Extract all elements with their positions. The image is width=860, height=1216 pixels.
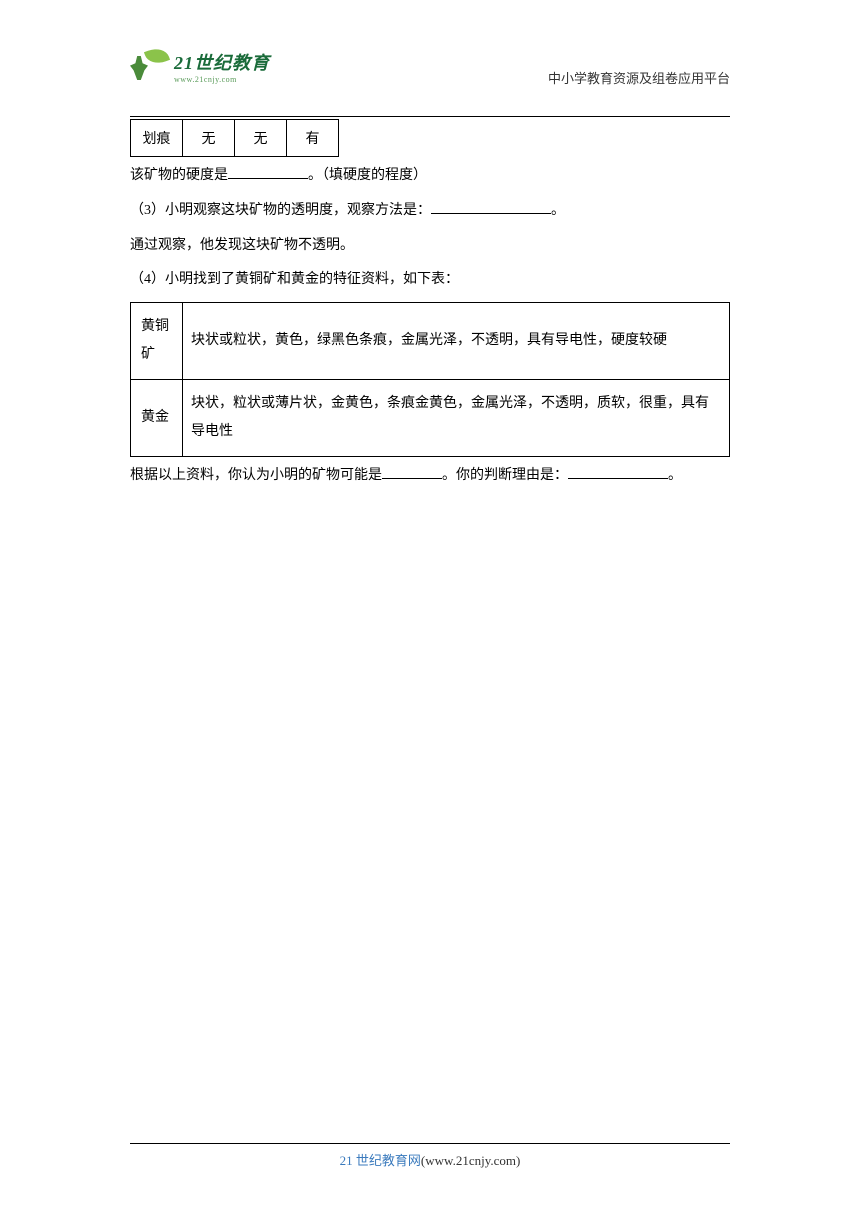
page-footer: 21 世纪教育网(www.21cnjy.com) bbox=[0, 1143, 860, 1170]
blank-field[interactable] bbox=[228, 165, 308, 179]
cell-label: 划痕 bbox=[131, 120, 183, 157]
text: （3）小明观察这块矿物的透明度，观察方法是： bbox=[130, 203, 431, 218]
table-row: 黄铜矿 块状或粒状，黄色，绿黑色条痕，金属光泽，不透明，具有导电性，硬度较硬 bbox=[131, 303, 730, 380]
text: 根据以上资料，你认为小明的矿物可能是 bbox=[130, 468, 382, 483]
text: 。（填硬度的程度） bbox=[308, 168, 427, 183]
blank-field[interactable] bbox=[568, 465, 668, 479]
paragraph-conclusion: 根据以上资料，你认为小明的矿物可能是 。你的判断理由是： 。 bbox=[130, 461, 730, 492]
paragraph-q4: （4）小明找到了黄铜矿和黄金的特征资料，如下表： bbox=[130, 265, 730, 296]
logo-url: www.21cnjy.com bbox=[174, 75, 270, 84]
table-row: 黄金 块状，粒状或薄片状，金黄色，条痕金黄色，金属光泽，不透明，质软，很重，具有… bbox=[131, 380, 730, 457]
text: 。 bbox=[551, 203, 565, 218]
text: 该矿物的硬度是 bbox=[130, 168, 228, 183]
text: 。 bbox=[668, 468, 682, 483]
page-header: 21世纪教育 www.21cnjy.com 中小学教育资源及组卷应用平台 bbox=[0, 48, 860, 108]
logo-text: 21世纪教育 www.21cnjy.com bbox=[174, 49, 270, 84]
header-subtitle: 中小学教育资源及组卷应用平台 bbox=[548, 68, 730, 87]
cell-value: 有 bbox=[287, 120, 339, 157]
footer-rule bbox=[130, 1143, 730, 1144]
table-row: 划痕 无 无 有 bbox=[131, 120, 339, 157]
paragraph-observation: 通过观察，他发现这块矿物不透明。 bbox=[130, 231, 730, 262]
scratch-table: 划痕 无 无 有 bbox=[130, 119, 339, 157]
page-content: 划痕 无 无 有 该矿物的硬度是 。（填硬度的程度） （3）小明观察这块矿物的透明… bbox=[130, 116, 730, 492]
text: 。你的判断理由是： bbox=[442, 468, 568, 483]
material-table: 黄铜矿 块状或粒状，黄色，绿黑色条痕，金属光泽，不透明，具有导电性，硬度较硬 黄… bbox=[130, 302, 730, 457]
material-desc: 块状或粒状，黄色，绿黑色条痕，金属光泽，不透明，具有导电性，硬度较硬 bbox=[183, 303, 730, 380]
paragraph-hardness: 该矿物的硬度是 。（填硬度的程度） bbox=[130, 161, 730, 192]
cell-value: 无 bbox=[183, 120, 235, 157]
material-label: 黄金 bbox=[131, 380, 183, 457]
logo-brand: 21世纪教育 bbox=[174, 49, 270, 75]
blank-field[interactable] bbox=[382, 465, 442, 479]
logo-icon bbox=[130, 48, 170, 84]
cell-value: 无 bbox=[235, 120, 287, 157]
blank-field[interactable] bbox=[431, 200, 551, 214]
footer-brand: 21 世纪教育网 bbox=[340, 1153, 421, 1168]
material-label: 黄铜矿 bbox=[131, 303, 183, 380]
footer-url: (www.21cnjy.com) bbox=[421, 1153, 520, 1168]
paragraph-q3: （3）小明观察这块矿物的透明度，观察方法是： 。 bbox=[130, 196, 730, 227]
logo: 21世纪教育 www.21cnjy.com bbox=[130, 48, 270, 84]
material-desc: 块状，粒状或薄片状，金黄色，条痕金黄色，金属光泽，不透明，质软，很重，具有导电性 bbox=[183, 380, 730, 457]
top-rule bbox=[130, 116, 730, 117]
